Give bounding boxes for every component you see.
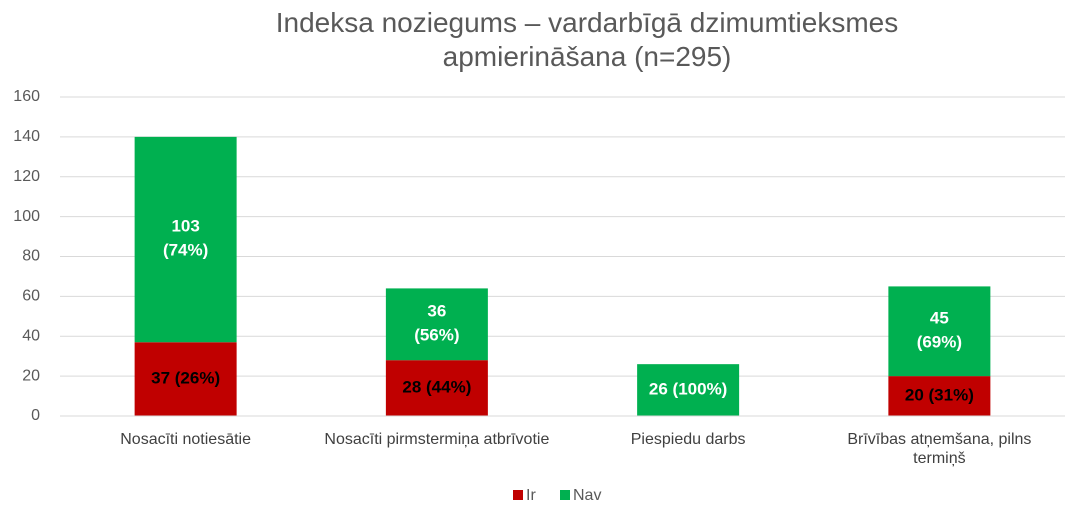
bar-segment [637, 364, 740, 416]
bar-segment [888, 286, 991, 377]
legend-swatch [560, 490, 570, 500]
data-label: 26 (100%) [649, 380, 727, 399]
y-tick-label: 160 [13, 88, 40, 105]
y-tick-label: 140 [13, 128, 40, 145]
chart-title: Indeksa noziegums – vardarbīgā dzimumtie… [275, 7, 899, 72]
y-tick-label: 0 [31, 407, 40, 424]
y-tick-label: 60 [22, 288, 40, 305]
y-tick-label: 100 [13, 208, 40, 225]
x-tick-label: Piespiedu darbs [630, 431, 746, 448]
legend-label: Ir [526, 487, 536, 504]
y-tick-label: 80 [22, 248, 40, 265]
data-label: 45 (69%) [917, 309, 962, 352]
x-tick-label: Nosacīti pirmstermiņa atbrīvotie [324, 431, 550, 448]
x-tick-label: Nosacīti notiesātie [120, 431, 251, 448]
bar-segment [888, 376, 991, 416]
data-label: 103 (74%) [163, 217, 208, 260]
legend-label: Nav [573, 487, 601, 504]
y-tick-label: 120 [13, 168, 40, 185]
data-label: 20 (31%) [905, 386, 974, 405]
bar-segment [385, 288, 488, 361]
bar-segment [134, 136, 237, 343]
x-tick-label: Brīvības atņemšana, pilns termiņš [847, 431, 1032, 467]
data-label: 36 (56%) [414, 302, 459, 345]
y-tick-label: 40 [22, 327, 40, 344]
y-tick-label: 20 [22, 367, 40, 384]
bar-segment [385, 360, 488, 416]
legend-swatch [513, 490, 523, 500]
data-label: 28 (44%) [402, 378, 471, 397]
bar-segment [134, 342, 237, 416]
data-label: 37 (26%) [151, 369, 220, 388]
